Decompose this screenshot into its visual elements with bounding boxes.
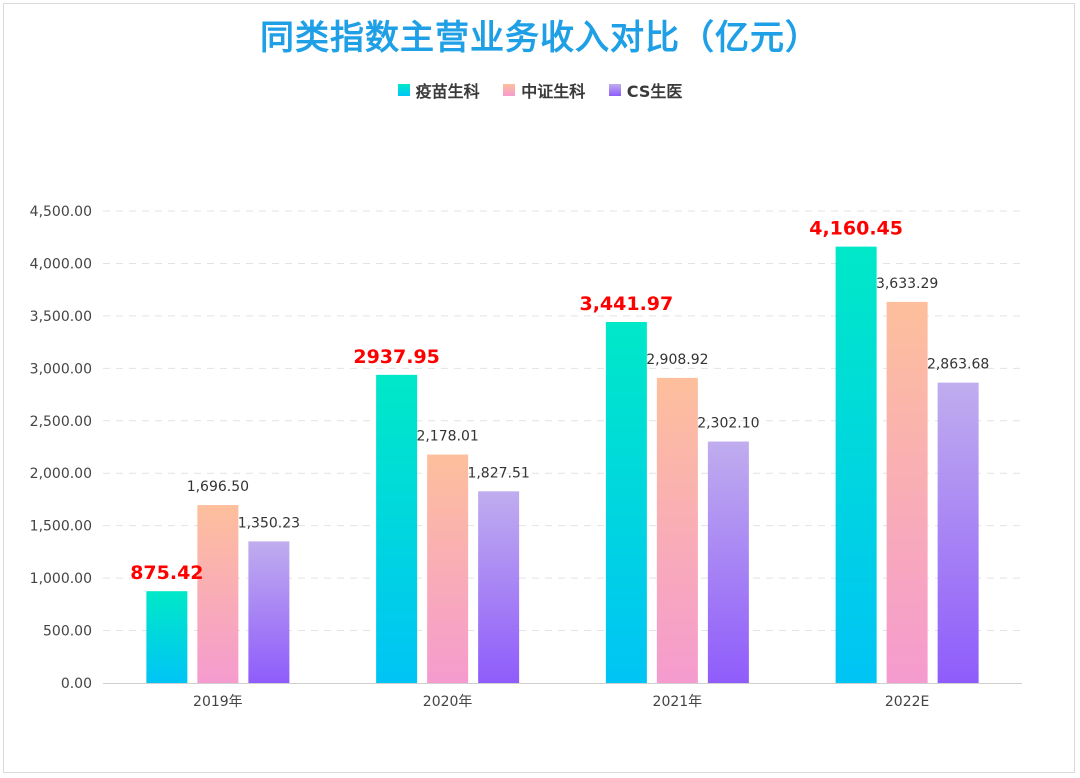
legend-item-vaccine: 疫苗生科 (397, 78, 480, 102)
x-tick-label: 2021年 (653, 694, 703, 710)
y-tick-label: 1,000.00 (30, 571, 92, 587)
legend-label-vaccine: 疫苗生科 (415, 82, 480, 101)
legend-swatch-vaccine (397, 84, 410, 96)
grid-lines (103, 210, 1022, 632)
legend-swatch-cs-biomed (608, 84, 621, 96)
y-tick-label: 3,500.00 (30, 309, 92, 325)
data-label-2-3: 2,863.68 (927, 357, 989, 373)
bar-1-0 (197, 505, 239, 683)
bar-1-1 (427, 454, 469, 683)
legend-item-csi-biotech: 中证生科 (503, 78, 585, 102)
bar-2-3 (937, 382, 979, 683)
y-tick-label: 4,000.00 (30, 256, 92, 272)
y-tick-label: 4,500.00 (30, 204, 92, 220)
data-label-1-3: 3,633.29 (876, 276, 938, 292)
bar-1-2 (656, 377, 698, 683)
data-label-0-3: 4,160.45 (809, 218, 903, 240)
data-label-1-0: 1,696.50 (187, 479, 249, 495)
y-axis-ticks: 0.00 500.00 1,000.00 1,500.00 2,000.00 2,500.… (30, 204, 92, 692)
x-axis-ticks: 2019年 2020年 2021年 2022E (193, 694, 929, 710)
y-tick-label: 2,000.00 (30, 466, 92, 482)
y-tick-label: 1,500.00 (30, 519, 92, 535)
bar-2-1 (478, 491, 520, 683)
legend-label-csi-biotech: 中证生科 (521, 82, 586, 101)
data-label-0-1: 2937.95 (353, 346, 440, 368)
y-tick-label: 500.00 (43, 624, 92, 640)
bar-2-2 (707, 441, 749, 683)
bar-0-3 (835, 246, 877, 683)
chart-legend: 疫苗生科 中证生科 CS生医 (0, 78, 1080, 102)
x-tick-label: 2022E (885, 694, 929, 710)
data-label-0-0: 875.42 (130, 562, 203, 584)
legend-label-cs-biomed: CS生医 (626, 82, 683, 101)
bar-1-3 (886, 301, 928, 683)
y-tick-label: 3,000.00 (30, 361, 92, 377)
y-tick-label: 0.00 (61, 676, 92, 692)
x-tick-label: 2019年 (193, 694, 243, 710)
data-label-1-2: 2,908.92 (646, 352, 708, 368)
bar-0-0 (146, 591, 188, 683)
data-label-2-1: 1,827.51 (467, 465, 529, 481)
chart-title: 同类指数主营业务收入对比（亿元） (260, 18, 820, 58)
y-tick-label: 2,500.00 (30, 414, 92, 430)
data-labels: 875.42 1,696.50 1,350.23 2937.95 2,178.01 1,8… (130, 218, 989, 585)
bar-0-2 (605, 321, 647, 683)
data-label-2-2: 2,302.10 (697, 416, 759, 432)
data-label-2-0: 1,350.23 (238, 515, 300, 531)
bar-0-1 (376, 374, 418, 683)
data-label-1-1: 2,178.01 (416, 429, 478, 445)
legend-item-cs-biomed: CS生医 (608, 78, 683, 102)
bar-2-0 (248, 541, 290, 683)
data-label-0-2: 3,441.97 (579, 293, 673, 315)
legend-swatch-csi-biotech (503, 84, 516, 96)
bars (146, 246, 979, 683)
x-tick-label: 2020年 (423, 694, 473, 710)
